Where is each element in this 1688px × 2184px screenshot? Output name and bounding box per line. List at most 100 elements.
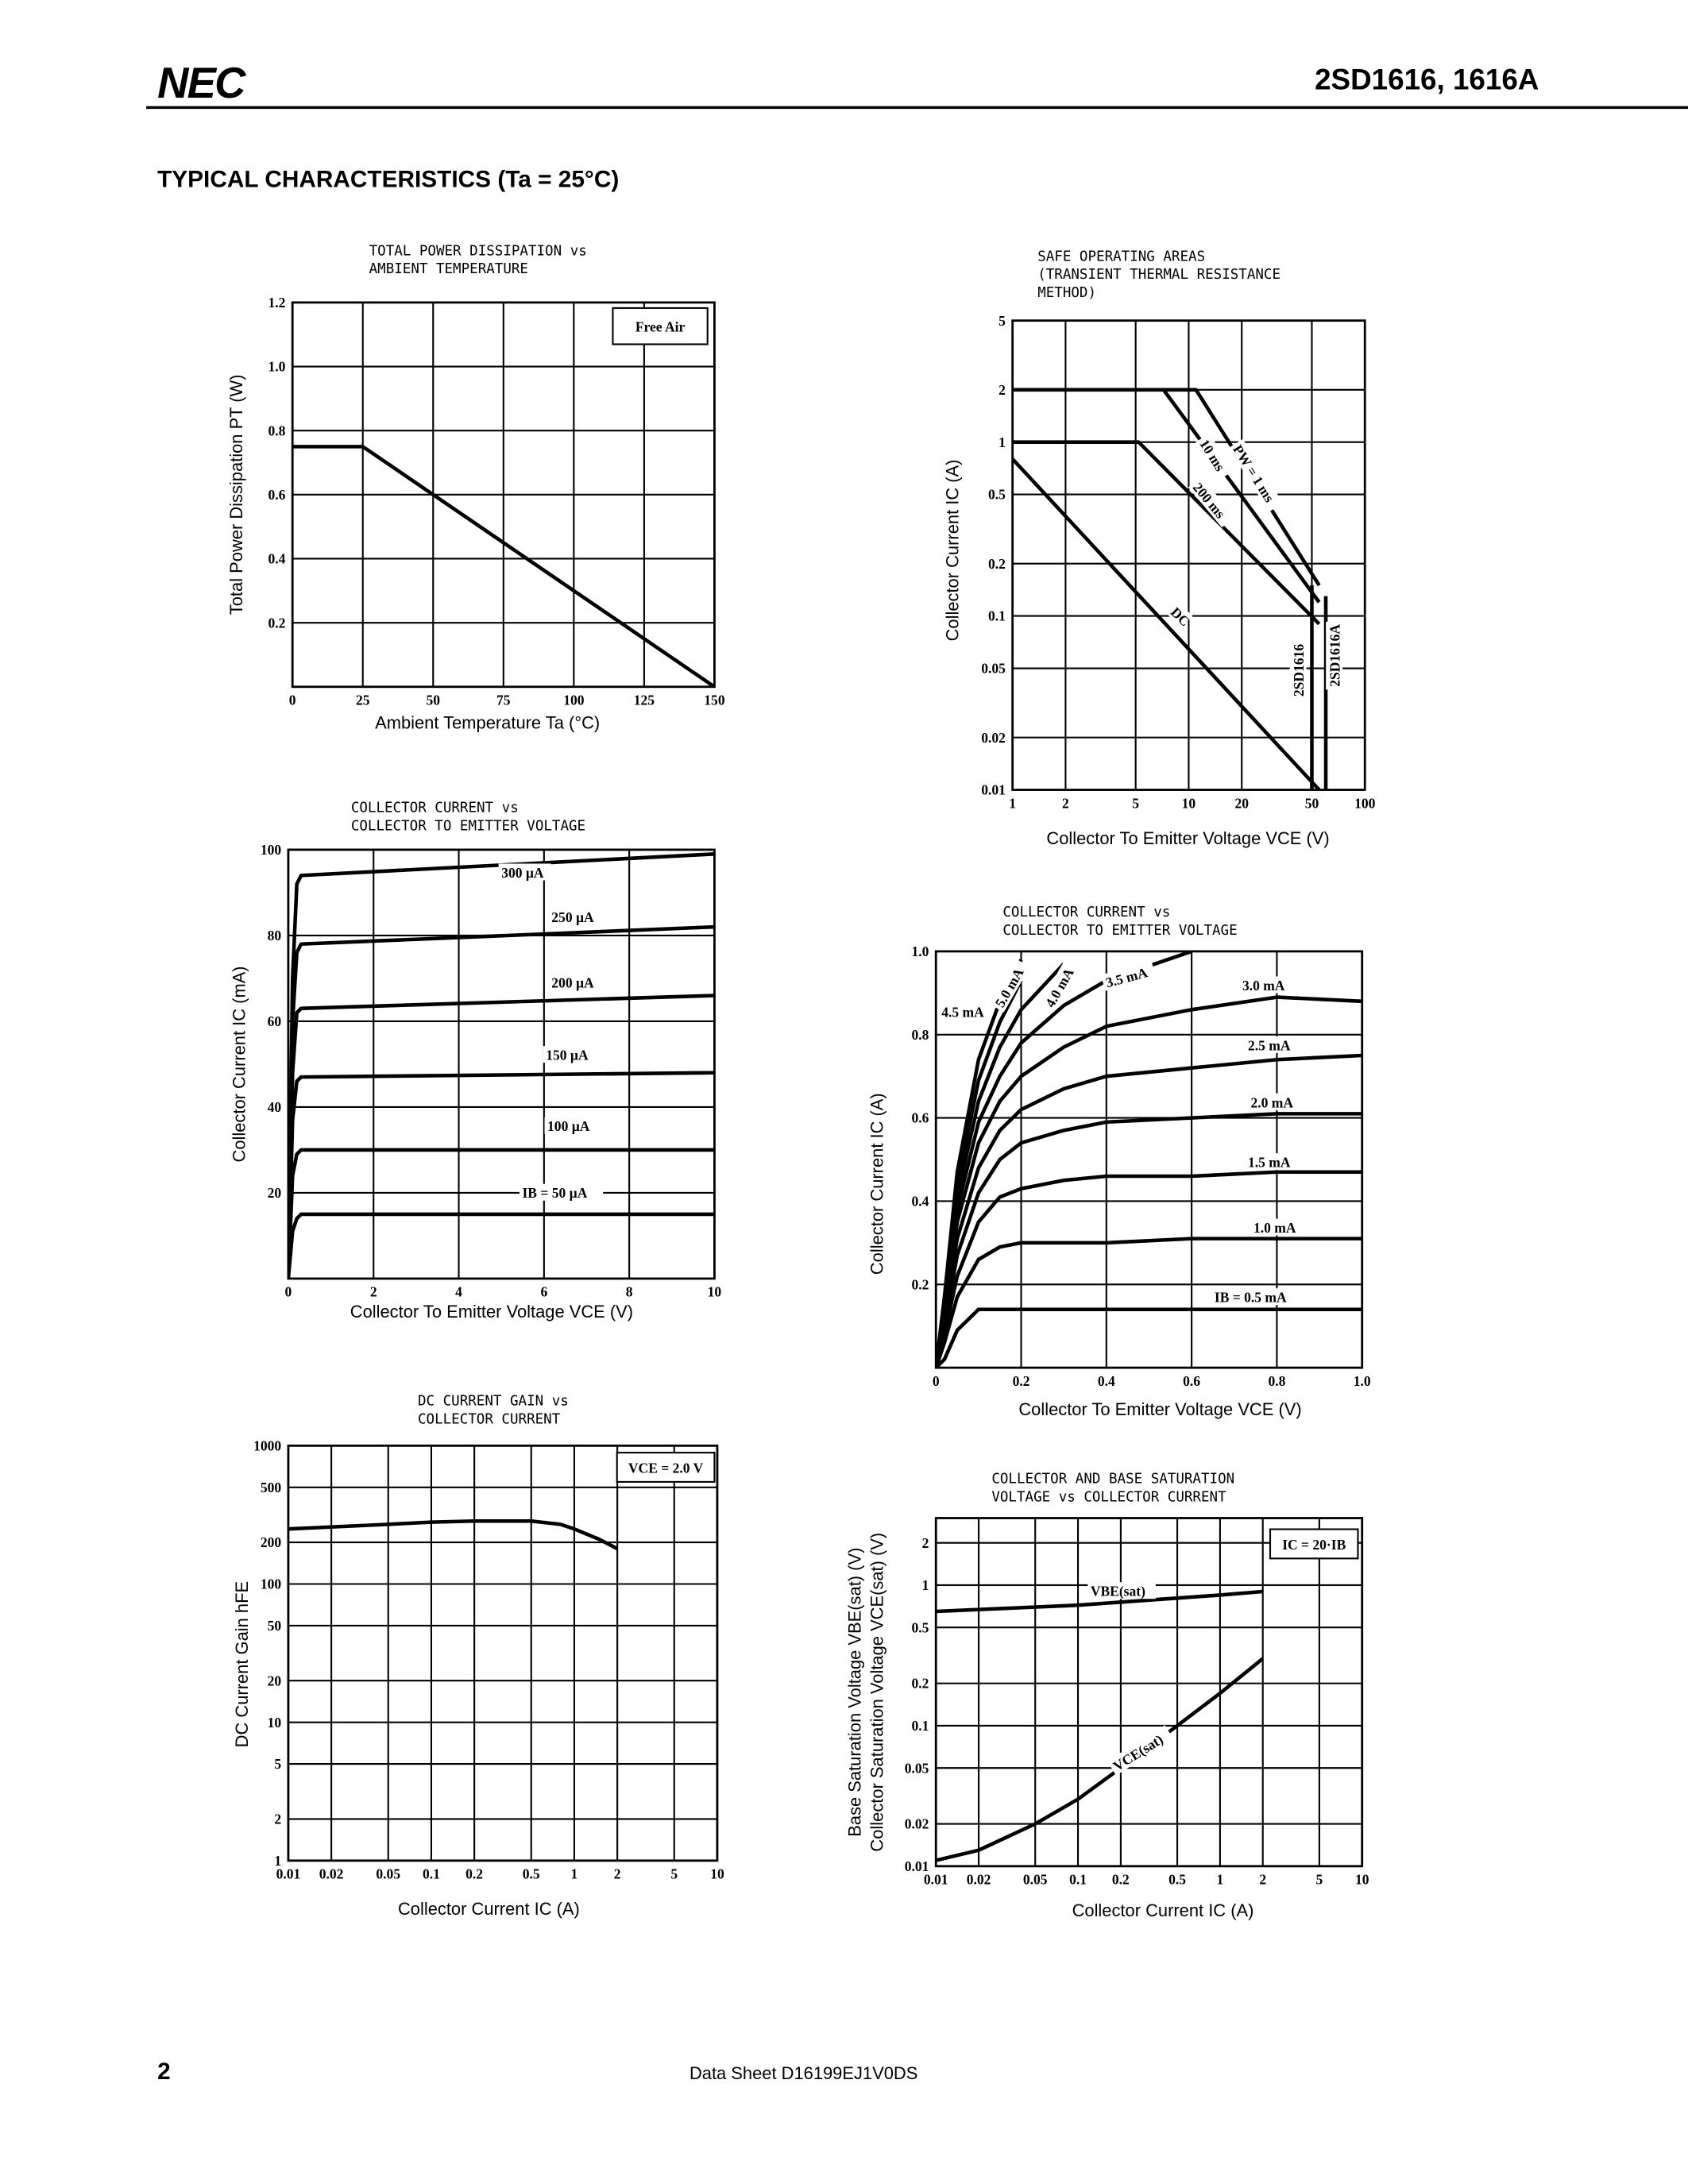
chart: SAFE OPERATING AREAS (TRANSIENT THERMAL R… <box>942 249 1375 848</box>
chart: COLLECTOR CURRENT vs COLLECTOR TO EMITTER… <box>230 801 722 1322</box>
chart-title: COLLECTOR CURRENT <box>418 1411 561 1427</box>
chart-title: VOLTAGE vs COLLECTOR CURRENT <box>991 1489 1226 1505</box>
series-label-bg <box>1245 1036 1298 1053</box>
annotation: Free Air <box>635 319 686 335</box>
series-label-bg <box>519 1183 604 1201</box>
series-line <box>288 1212 715 1279</box>
y-tick-label: 0.8 <box>268 423 286 438</box>
x-tick-label: 0.02 <box>319 1866 344 1882</box>
x-tick-label: 0.5 <box>1168 1872 1186 1888</box>
y-tick-label: 0.6 <box>268 487 286 503</box>
chart-title: (TRANSIENT THERMAL RESISTANCE <box>1037 267 1280 283</box>
y-tick-label: 0.2 <box>912 1276 929 1292</box>
series-label-bg <box>1326 621 1343 690</box>
y-tick-label: 0.01 <box>981 782 1006 798</box>
x-tick-label: 150 <box>704 693 725 708</box>
plot-frame <box>291 301 716 689</box>
annotation-box <box>616 1452 716 1483</box>
series-line <box>936 1170 1362 1368</box>
y-tick-label: 0.02 <box>905 1816 929 1832</box>
x-tick-label: 2 <box>614 1866 621 1882</box>
y-tick-label: 1000 <box>253 1437 281 1453</box>
series-label: 200 µA <box>551 975 594 991</box>
y-axis-label: Collector Current IC (A) <box>942 460 962 642</box>
x-tick-label: 0.02 <box>967 1872 991 1888</box>
series-label: 1.0 mA <box>1253 1220 1296 1236</box>
series-line <box>936 1657 1265 1862</box>
series-line <box>936 995 1362 1368</box>
series-label-bg <box>1195 433 1234 480</box>
chart: TOTAL POWER DISSIPATION vs AMBIENT TEMPER… <box>226 243 725 732</box>
y-tick-label: 80 <box>268 928 282 943</box>
series-label: 100 µA <box>547 1118 590 1134</box>
y-axis-label: Collector Saturation Voltage VCE(sat) (V… <box>867 1533 887 1852</box>
series-label-bg <box>1228 438 1284 512</box>
series-label: IB = 50 µA <box>522 1185 587 1201</box>
series-label-bg <box>1247 1093 1300 1110</box>
series-label-bg <box>1087 1582 1156 1599</box>
y-tick-label: 0.2 <box>912 1676 929 1692</box>
y-tick-label: 1.0 <box>912 943 929 959</box>
x-axis-label: Collector Current IC (A) <box>398 1899 580 1919</box>
annotation: IC = 20·IB <box>1282 1537 1346 1553</box>
x-tick-label: 10 <box>708 1284 722 1300</box>
y-tick-label: 1.0 <box>268 359 286 375</box>
x-tick-label: 0.2 <box>1112 1872 1130 1888</box>
chart: COLLECTOR CURRENT vs COLLECTOR TO EMITTER… <box>867 905 1371 1419</box>
x-tick-label: 0.05 <box>1023 1872 1048 1888</box>
series-line <box>1012 388 1321 587</box>
y-tick-label: 0.2 <box>268 615 286 631</box>
chart-title: SAFE OPERATING AREAS <box>1037 249 1205 264</box>
chart-title: DC CURRENT GAIN vs <box>418 1393 569 1409</box>
x-tick-label: 0 <box>289 693 296 708</box>
series-label: 300 µA <box>501 865 544 881</box>
x-tick-label: 1 <box>1009 795 1016 811</box>
x-tick-label: 0.01 <box>276 1866 301 1882</box>
x-tick-label: 4 <box>455 1284 462 1300</box>
x-tick-label: 1 <box>571 1866 578 1882</box>
x-tick-label: 8 <box>626 1284 633 1300</box>
y-axis-label: DC Current Gain hFE <box>232 1581 252 1747</box>
x-tick-label: 1.0 <box>1354 1373 1371 1389</box>
x-tick-label: 5 <box>1316 1872 1323 1888</box>
page-number: 2 <box>157 2059 171 2085</box>
logo: NEC <box>157 59 246 107</box>
y-tick-label: 0.2 <box>988 556 1006 572</box>
series-line <box>936 1589 1263 1614</box>
series-label-bg <box>548 908 601 925</box>
series-label-bg <box>1239 976 1292 994</box>
x-tick-label: 10 <box>1182 795 1196 811</box>
series-label: 2.0 mA <box>1250 1094 1293 1110</box>
series-label-bg <box>544 1117 597 1134</box>
x-tick-label: 10 <box>1355 1872 1369 1888</box>
x-tick-label: 20 <box>1234 795 1249 811</box>
chart-title: COLLECTOR TO EMITTER VOLTAGE <box>1002 923 1237 939</box>
x-tick-label: 1 <box>1217 1872 1224 1888</box>
x-tick-label: 2 <box>1062 795 1069 811</box>
x-tick-label: 0.01 <box>924 1872 948 1888</box>
series-label: 4.0 mA <box>1042 965 1077 1010</box>
x-tick-label: 10 <box>710 1866 724 1882</box>
y-tick-label: 0.1 <box>912 1718 929 1734</box>
y-tick-label: 0.1 <box>988 608 1006 624</box>
series-label: 4.5 mA <box>941 1004 984 1020</box>
x-tick-label: 100 <box>563 693 585 708</box>
x-tick-label: 5 <box>670 1866 678 1882</box>
y-axis-label: Collector Current IC (mA) <box>230 966 249 1162</box>
x-tick-label: 0.2 <box>1013 1373 1030 1389</box>
y-tick-label: 0.4 <box>912 1194 929 1210</box>
plot-frame <box>934 950 1364 1369</box>
x-tick-label: 0.6 <box>1183 1373 1200 1389</box>
series-label-bg <box>1100 961 1157 991</box>
plot-frame <box>934 1517 1364 1868</box>
y-tick-label: 0.01 <box>905 1858 929 1874</box>
x-axis-label: Ambient Temperature Ta (°C) <box>375 712 600 732</box>
y-tick-label: 2 <box>999 382 1006 398</box>
y-tick-label: 10 <box>268 1715 282 1731</box>
series-label: 3.5 mA <box>1104 964 1149 990</box>
x-tick-label: 2 <box>370 1284 377 1300</box>
series-label: PW = 1 ms <box>1230 442 1277 505</box>
series-line <box>1161 388 1321 604</box>
series-line <box>1012 457 1321 790</box>
